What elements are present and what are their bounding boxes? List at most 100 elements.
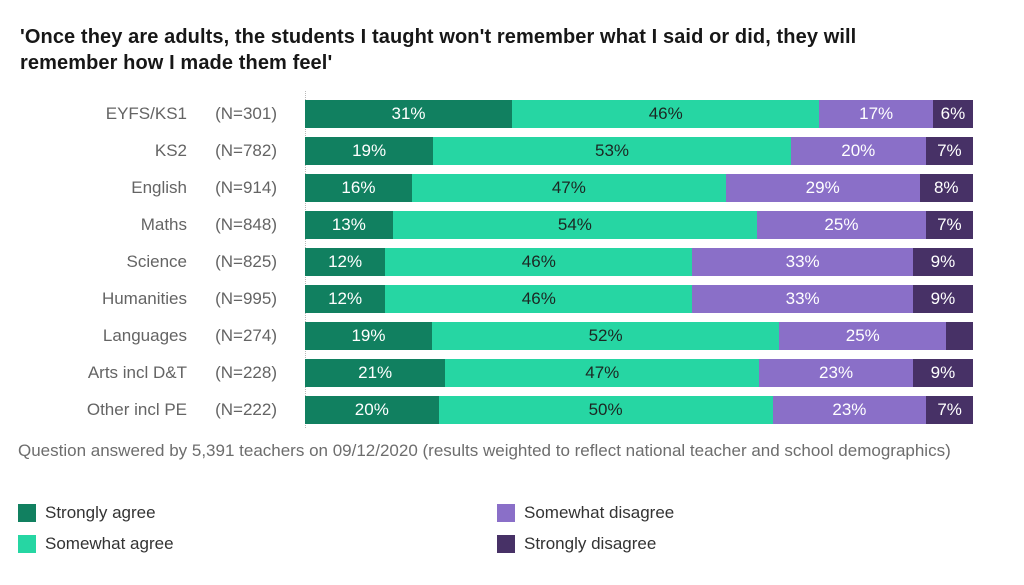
bar-segment-somewhat-disagree: 17%	[819, 100, 933, 128]
row-label: Languages (N=274)	[0, 322, 277, 350]
bar-segment-somewhat-disagree: 25%	[757, 211, 926, 239]
segment-value-label: 46%	[521, 252, 556, 271]
stacked-bar: 16% 47% 29% 8%	[305, 174, 973, 202]
segment-value-label: 19%	[351, 326, 386, 345]
bar-segment-somewhat-agree: 46%	[385, 248, 693, 276]
legend-swatch	[497, 535, 515, 553]
category-label: EYFS/KS1	[105, 104, 187, 123]
segment-value-label: 33%	[785, 252, 820, 271]
bar-segment-strongly-disagree: 7%	[925, 137, 973, 165]
chart-row: Science (N=825) 12% 46% 33% 9%	[0, 248, 973, 276]
row-label: EYFS/KS1 (N=301)	[0, 100, 277, 128]
segment-value-label: 17%	[859, 104, 894, 123]
bar-segment-strongly-agree: 16%	[305, 174, 412, 202]
segment-value-label: 25%	[845, 326, 880, 345]
chart-row: Languages (N=274) 19% 52% 25%	[0, 322, 973, 350]
legend-swatch	[18, 504, 36, 522]
bar-segment-somewhat-agree: 47%	[411, 174, 726, 202]
bar-segment-somewhat-agree: 46%	[512, 100, 820, 128]
bar-segment-strongly-agree: 12%	[305, 285, 386, 313]
chart-row: KS2 (N=782) 19% 53% 20% 7%	[0, 137, 973, 165]
bar-segment-somewhat-agree: 53%	[433, 137, 791, 165]
sample-size-label: (N=222)	[215, 400, 277, 419]
segment-value-label: 6%	[940, 104, 966, 123]
legend-label: Strongly disagree	[524, 534, 657, 553]
legend-label: Somewhat disagree	[524, 503, 675, 522]
segment-value-label: 9%	[930, 363, 956, 382]
segment-value-label: 20%	[354, 400, 389, 419]
segment-value-label: 23%	[819, 363, 854, 382]
chart-row: Other incl PE (N=222) 20% 50% 23% 7%	[0, 396, 973, 424]
row-label: English (N=914)	[0, 174, 277, 202]
row-label: Science (N=825)	[0, 248, 277, 276]
bar-segment-somewhat-agree: 52%	[431, 322, 780, 350]
legend-item: Somewhat agree	[18, 534, 497, 554]
bar-segment-strongly-disagree: 6%	[932, 100, 973, 128]
segment-value-label: 9%	[930, 289, 956, 308]
segment-value-label: 12%	[328, 252, 363, 271]
bar-segment-strongly-disagree: 7%	[926, 396, 973, 424]
row-label: Humanities (N=995)	[0, 285, 277, 313]
legend-item: Strongly agree	[18, 503, 497, 523]
row-label: KS2 (N=782)	[0, 137, 277, 165]
segment-value-label: 52%	[588, 326, 623, 345]
segment-value-label: 47%	[585, 363, 620, 382]
chart-row: EYFS/KS1 (N=301) 31% 46% 17% 6%	[0, 100, 973, 128]
segment-value-label: 8%	[933, 178, 959, 197]
legend-label: Somewhat agree	[45, 534, 174, 553]
segment-value-label: 46%	[648, 104, 683, 123]
chart-row: Maths (N=848) 13% 54% 25% 7%	[0, 211, 973, 239]
stacked-bar: 12% 46% 33% 9%	[305, 285, 973, 313]
legend-item: Somewhat disagree	[497, 503, 674, 523]
stacked-bar: 21% 47% 23% 9%	[305, 359, 973, 387]
category-label: Maths	[140, 215, 187, 234]
bar-segment-strongly-disagree: 8%	[919, 174, 973, 202]
category-label: English	[131, 178, 187, 197]
legend-item: Strongly disagree	[497, 534, 674, 554]
chart-legend: Strongly agree Somewhat disagree Somewhat …	[18, 503, 674, 554]
stacked-bar: 19% 53% 20% 7%	[305, 137, 973, 165]
stacked-bar: 12% 46% 33% 9%	[305, 248, 973, 276]
stacked-bar: 31% 46% 17% 6%	[305, 100, 973, 128]
segment-value-label: 7%	[937, 400, 962, 419]
chart-row: English (N=914) 16% 47% 29% 8%	[0, 174, 973, 202]
chart-footnote: Question answered by 5,391 teachers on 0…	[18, 441, 951, 460]
bar-segment-strongly-disagree: 7%	[925, 211, 973, 239]
segment-value-label: 53%	[594, 141, 630, 160]
category-label: Other incl PE	[86, 400, 187, 419]
bar-segment-strongly-disagree	[946, 322, 973, 350]
category-label: KS2	[154, 141, 187, 160]
bar-segment-strongly-disagree: 9%	[912, 285, 973, 313]
segment-value-label: 47%	[551, 178, 586, 197]
bar-segment-somewhat-agree: 54%	[392, 211, 758, 239]
bar-segment-strongly-agree: 13%	[305, 211, 393, 239]
segment-value-label: 50%	[588, 400, 623, 419]
segment-value-label: 23%	[832, 400, 867, 419]
bar-segment-strongly-disagree: 9%	[912, 359, 973, 387]
sample-size-label: (N=274)	[215, 326, 277, 345]
sample-size-label: (N=782)	[215, 141, 277, 160]
chart-row: Humanities (N=995) 12% 46% 33% 9%	[0, 285, 973, 313]
category-label: Languages	[102, 326, 187, 345]
chart-title: 'Once they are adults, the students I ta…	[20, 26, 857, 74]
stacked-bar: 20% 50% 23% 7%	[305, 396, 973, 424]
bar-segment-somewhat-disagree: 20%	[790, 137, 926, 165]
bar-segment-somewhat-agree: 50%	[438, 396, 773, 424]
segment-value-label: 46%	[521, 289, 556, 308]
segment-value-label: 21%	[358, 363, 393, 382]
legend-swatch	[497, 504, 515, 522]
sample-size-label: (N=848)	[215, 215, 277, 234]
segment-value-label: 25%	[824, 215, 859, 234]
bar-segment-somewhat-disagree: 25%	[779, 322, 947, 350]
row-label: Arts incl D&T (N=228)	[0, 359, 277, 387]
segment-value-label: 20%	[841, 141, 876, 160]
bar-segment-somewhat-disagree: 23%	[759, 359, 913, 387]
bar-segment-strongly-agree: 19%	[305, 322, 432, 350]
stacked-bar: 19% 52% 25%	[305, 322, 973, 350]
sample-size-label: (N=301)	[215, 104, 277, 123]
bar-segment-somewhat-disagree: 33%	[692, 285, 913, 313]
bar-segment-somewhat-disagree: 33%	[692, 248, 913, 276]
segment-value-label: 9%	[930, 252, 956, 271]
row-label: Maths (N=848)	[0, 211, 277, 239]
bar-segment-strongly-agree: 19%	[305, 137, 434, 165]
